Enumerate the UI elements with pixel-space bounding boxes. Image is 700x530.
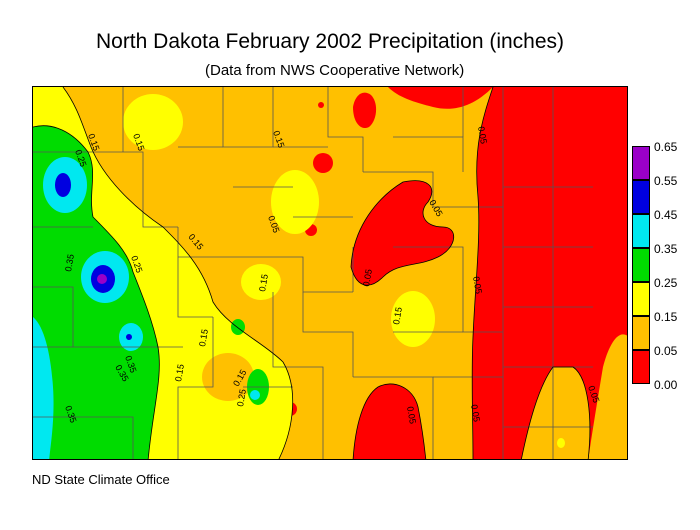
cyan-spot <box>250 390 260 400</box>
contour-label: 0.05 <box>471 276 484 295</box>
contour-label: 0.05 <box>469 404 482 423</box>
legend-label: 0.35 <box>654 242 678 256</box>
map-subtitle: (Data from NWS Cooperative Network) <box>205 62 465 79</box>
orange-hole <box>202 353 254 401</box>
contour-label: 0.25 <box>235 388 248 407</box>
small-red-dot-1 <box>313 153 333 173</box>
contour-lines <box>33 87 591 459</box>
contour-label: 0.15 <box>391 306 404 325</box>
green-spot-1 <box>231 319 245 335</box>
contour-label: 0.05 <box>405 406 418 425</box>
west-cyan-zone <box>33 317 54 459</box>
south-red-blob <box>353 383 426 459</box>
yellow-blob-northcentral <box>271 170 319 234</box>
small-red-dot-4 <box>318 102 324 108</box>
yellow-blob-east <box>391 291 435 347</box>
legend-label: 0.00 <box>654 378 678 392</box>
precipitation-map: 0.15 0.25 0.15 0.15 0.05 0.35 0.25 0.15 … <box>32 86 628 460</box>
legend-swatch <box>632 180 650 214</box>
legend-swatch <box>632 214 650 248</box>
legend-label: 0.25 <box>654 276 678 290</box>
east-red-zone <box>472 87 627 459</box>
legend-label: 0.05 <box>654 344 678 358</box>
legend-swatch <box>632 146 650 180</box>
contour-label: 0.35 <box>63 253 76 272</box>
legend-swatch <box>632 248 650 282</box>
yellow-dot-se <box>557 438 565 448</box>
blue-dot-south <box>126 334 132 340</box>
legend-swatch <box>632 282 650 316</box>
source-credit: ND State Climate Office <box>32 472 170 487</box>
legend-swatch <box>632 350 650 384</box>
contour-label: 0.15 <box>197 328 210 347</box>
legend-label: 0.45 <box>654 208 678 222</box>
purple-core-center <box>97 274 107 284</box>
east-orange-lobe <box>588 334 627 459</box>
northeast-red-strip <box>388 87 493 109</box>
yellow-blob-central <box>241 264 281 300</box>
blue-core-north <box>55 173 71 197</box>
contour-label: 0.15 <box>257 273 270 292</box>
precipitation-legend: 0.65 0.55 0.45 0.35 0.25 0.15 0.05 0.00 <box>632 140 692 412</box>
legend-label: 0.15 <box>654 310 678 324</box>
contour-label: 0.15 <box>173 363 186 382</box>
legend-swatch <box>632 316 650 350</box>
map-title: North Dakota February 2002 Precipitation… <box>95 30 565 53</box>
central-red-blob <box>351 180 454 286</box>
legend-label: 0.55 <box>654 174 678 188</box>
contour-label: 0.05 <box>361 268 374 287</box>
contour-label: 0.05 <box>476 126 489 145</box>
north-red-blob <box>353 92 377 129</box>
county-boundaries <box>33 87 593 459</box>
yellow-blob-north <box>123 94 183 150</box>
legend-label: 0.65 <box>654 140 678 154</box>
